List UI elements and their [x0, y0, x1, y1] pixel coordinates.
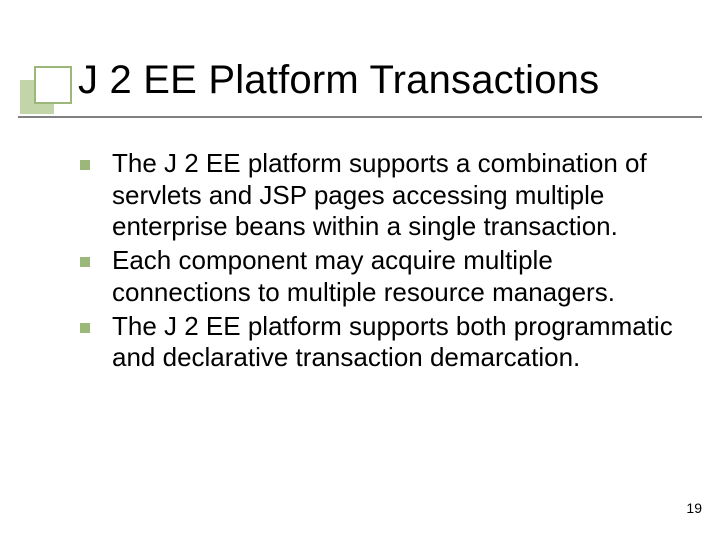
bullet-text: The J 2 EE platform supports a combinati… — [112, 148, 680, 243]
list-item: The J 2 EE platform supports both progra… — [80, 311, 680, 374]
bullet-text: The J 2 EE platform supports both progra… — [112, 311, 680, 374]
square-bullet-icon — [80, 323, 90, 333]
bullet-text: Each component may acquire multiple conn… — [112, 245, 680, 308]
list-item: Each component may acquire multiple conn… — [80, 245, 680, 308]
title-underline — [18, 116, 702, 118]
slide: { "title": "J 2 EE Platform Transactions… — [0, 0, 720, 540]
page-number: 19 — [686, 500, 702, 516]
accent-square-front — [34, 66, 72, 104]
slide-body: The J 2 EE platform supports a combinati… — [80, 148, 680, 376]
square-bullet-icon — [80, 160, 90, 170]
list-item: The J 2 EE platform supports a combinati… — [80, 148, 680, 243]
square-bullet-icon — [80, 257, 90, 267]
slide-title: J 2 EE Platform Transactions — [78, 58, 599, 103]
